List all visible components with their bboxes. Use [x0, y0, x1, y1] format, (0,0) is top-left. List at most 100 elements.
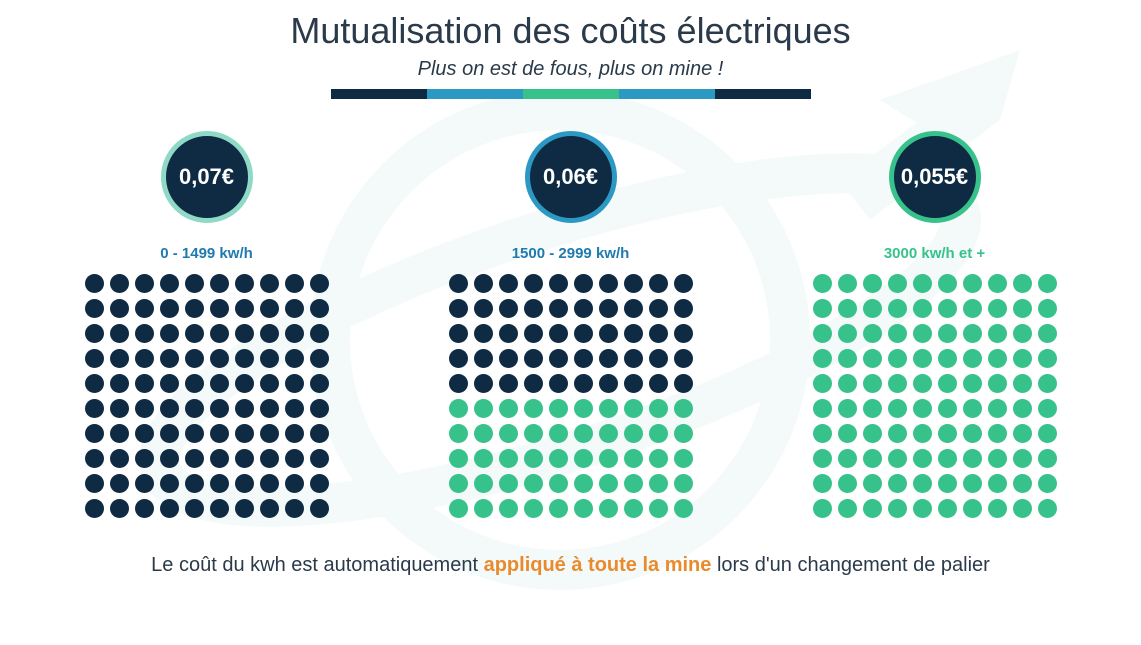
- dot: [310, 499, 329, 518]
- dot: [988, 499, 1007, 518]
- footer-pre: Le coût du kwh est automatiquement: [151, 554, 483, 576]
- dot: [813, 349, 832, 368]
- dot: [110, 424, 129, 443]
- dot: [1038, 349, 1057, 368]
- dot: [260, 274, 279, 293]
- dot: [988, 299, 1007, 318]
- dot: [135, 474, 154, 493]
- dot: [499, 499, 518, 518]
- tiers-row: 0,07€0 - 1499 kw/h0,06€1500 - 2999 kw/h0…: [85, 131, 1057, 518]
- dot: [110, 399, 129, 418]
- dot: [110, 349, 129, 368]
- dot: [524, 399, 543, 418]
- dot: [135, 374, 154, 393]
- dot: [674, 474, 693, 493]
- dot: [938, 474, 957, 493]
- dot: [1038, 324, 1057, 343]
- dot: [549, 324, 568, 343]
- dot: [838, 449, 857, 468]
- dot: [1013, 424, 1032, 443]
- dot: [210, 374, 229, 393]
- dot: [160, 474, 179, 493]
- dot: [674, 424, 693, 443]
- dot: [210, 274, 229, 293]
- dot: [499, 399, 518, 418]
- dot: [449, 399, 468, 418]
- dot: [85, 399, 104, 418]
- dot: [260, 324, 279, 343]
- dot: [110, 324, 129, 343]
- dot: [474, 349, 493, 368]
- dot: [1038, 424, 1057, 443]
- dot: [913, 474, 932, 493]
- dot: [649, 299, 668, 318]
- dot: [913, 349, 932, 368]
- dot: [549, 299, 568, 318]
- dot: [499, 299, 518, 318]
- dot: [135, 324, 154, 343]
- dot: [599, 449, 618, 468]
- dot: [838, 374, 857, 393]
- dot: [813, 274, 832, 293]
- dot: [474, 474, 493, 493]
- dot: [574, 299, 593, 318]
- dot: [474, 274, 493, 293]
- bar-segment: [427, 89, 523, 99]
- dot: [1038, 299, 1057, 318]
- dot: [838, 274, 857, 293]
- dot: [310, 424, 329, 443]
- dot: [235, 499, 254, 518]
- dot: [160, 274, 179, 293]
- dot: [574, 449, 593, 468]
- dot: [599, 424, 618, 443]
- dot: [1013, 449, 1032, 468]
- dot: [624, 299, 643, 318]
- dot: [160, 374, 179, 393]
- dot: [85, 324, 104, 343]
- dot: [85, 499, 104, 518]
- dot: [235, 374, 254, 393]
- dot: [285, 299, 304, 318]
- dot: [135, 274, 154, 293]
- dot: [1013, 274, 1032, 293]
- dot: [285, 399, 304, 418]
- dot: [549, 449, 568, 468]
- dot: [574, 374, 593, 393]
- dot: [135, 499, 154, 518]
- tier-range: 1500 - 2999 kw/h: [512, 245, 630, 262]
- dot: [85, 449, 104, 468]
- dot: [310, 449, 329, 468]
- dot: [499, 474, 518, 493]
- dot: [1013, 499, 1032, 518]
- dot: [135, 449, 154, 468]
- dot: [499, 324, 518, 343]
- dot: [599, 349, 618, 368]
- dot: [624, 499, 643, 518]
- dot: [813, 374, 832, 393]
- dot: [110, 474, 129, 493]
- dot: [988, 424, 1007, 443]
- footer-em: appliqué à toute la mine: [484, 554, 712, 576]
- dot: [310, 299, 329, 318]
- dot: [913, 299, 932, 318]
- dot: [938, 274, 957, 293]
- dot: [938, 449, 957, 468]
- bar-segment: [715, 89, 811, 99]
- dot: [85, 299, 104, 318]
- dot: [110, 374, 129, 393]
- dot: [474, 399, 493, 418]
- dot: [988, 349, 1007, 368]
- tier: 0,055€3000 kw/h et +: [813, 131, 1057, 518]
- dot: [574, 399, 593, 418]
- dot: [599, 374, 618, 393]
- dot: [863, 399, 882, 418]
- dot: [449, 299, 468, 318]
- tier: 0,07€0 - 1499 kw/h: [85, 131, 329, 518]
- dot: [85, 349, 104, 368]
- dot: [649, 324, 668, 343]
- dot: [863, 499, 882, 518]
- dot: [310, 274, 329, 293]
- dot: [963, 274, 982, 293]
- dot: [449, 449, 468, 468]
- dot: [1013, 299, 1032, 318]
